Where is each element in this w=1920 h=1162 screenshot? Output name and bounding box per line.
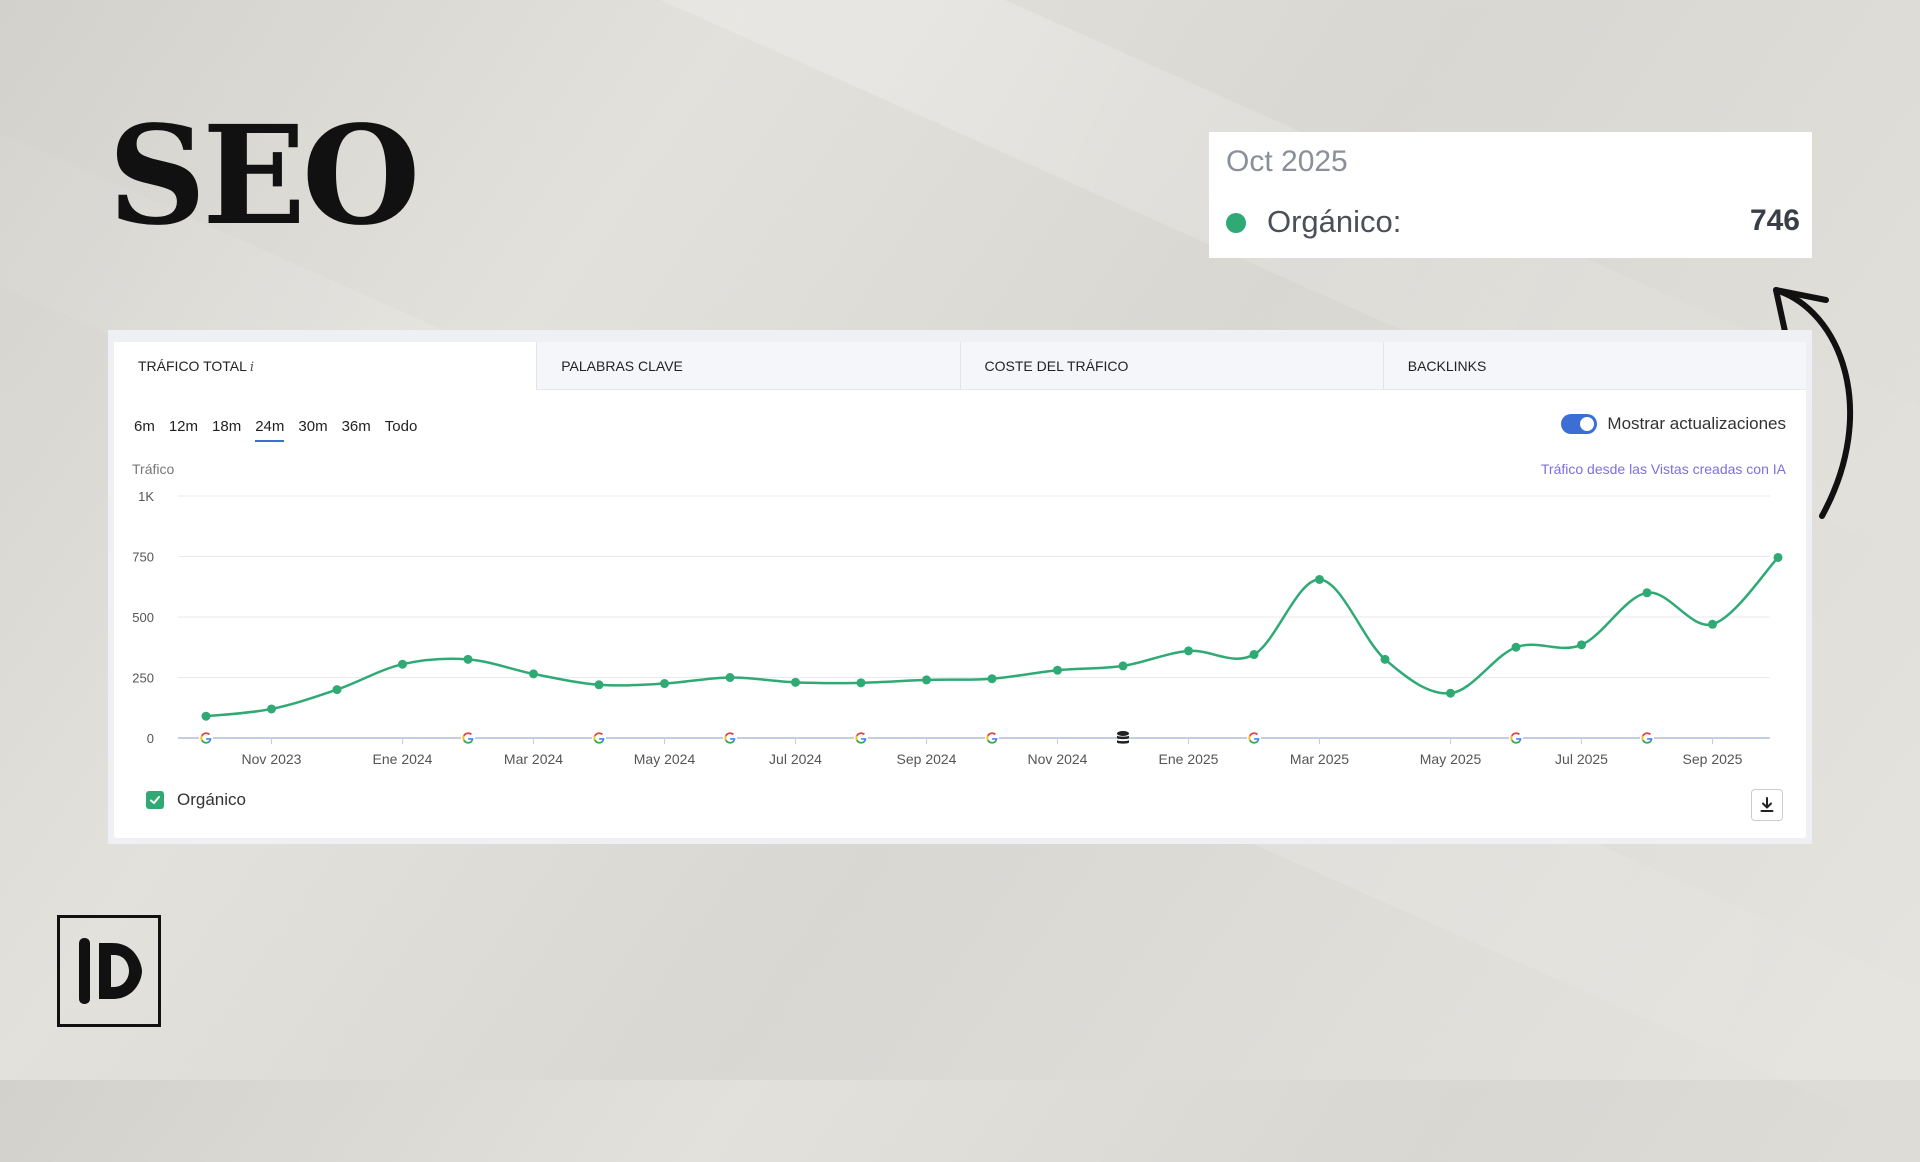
google-icon[interactable] <box>854 731 868 745</box>
toggle-knob <box>1580 417 1595 431</box>
data-point <box>1053 665 1062 675</box>
data-tooltip: Oct 2025 Orgánico: 746 <box>1209 132 1812 258</box>
x-tick-label: May 2024 <box>634 751 696 767</box>
data-point <box>1773 552 1783 562</box>
data-point <box>201 711 211 721</box>
curved-arrow-icon <box>1773 287 1854 519</box>
y-tick-label: 750 <box>132 550 154 565</box>
google-icon[interactable] <box>1640 731 1654 745</box>
data-point <box>1118 661 1128 671</box>
y-tick-label: 250 <box>132 671 154 686</box>
data-point <box>856 678 866 688</box>
x-tick-label: Ene 2025 <box>1159 751 1219 767</box>
period-24m[interactable]: 24m <box>255 418 285 442</box>
data-point <box>267 704 276 714</box>
tab-label: TRÁFICO TOTAL <box>138 358 247 374</box>
period-30m[interactable]: 30m <box>298 418 328 435</box>
period-6m[interactable]: 6m <box>134 418 155 435</box>
data-point <box>1446 688 1455 698</box>
tab-label: BACKLINKS <box>1407 358 1487 374</box>
tab-palabras-clave[interactable]: PALABRAS CLAVE <box>536 342 960 390</box>
y-tick-label: 0 <box>147 731 154 746</box>
download-icon <box>1760 797 1774 812</box>
brand-logo <box>57 915 161 1027</box>
x-tick-label: Sep 2024 <box>897 751 957 767</box>
data-point <box>1642 588 1652 598</box>
x-tick-label: Jul 2024 <box>769 751 822 767</box>
data-point <box>1249 650 1259 660</box>
tab-label: COSTE DEL TRÁFICO <box>984 358 1129 374</box>
traffic-card: TRÁFICO TOTAL i PALABRAS CLAVE COSTE DEL … <box>114 342 1806 838</box>
legend-label: Orgánico <box>177 790 246 809</box>
tooltip-value: 746 <box>1749 204 1800 237</box>
tooltip-series-label: Orgánico: <box>1267 204 1402 239</box>
period-36m[interactable]: 36m <box>341 418 371 435</box>
data-point <box>398 659 407 669</box>
database-icon[interactable] <box>1117 731 1129 744</box>
period-todo[interactable]: Todo <box>384 418 418 435</box>
period-12m[interactable]: 12m <box>168 418 199 435</box>
data-point <box>1315 574 1324 584</box>
google-icon[interactable] <box>461 731 475 745</box>
y-tick-label: 500 <box>132 610 154 625</box>
data-point <box>1577 640 1586 650</box>
series-dot-icon <box>1226 213 1246 233</box>
google-icon[interactable] <box>985 731 999 745</box>
data-point <box>332 685 342 695</box>
google-icon[interactable] <box>723 731 737 745</box>
data-point <box>1708 619 1717 629</box>
x-tick-label: Mar 2025 <box>1290 751 1349 767</box>
updates-toggle[interactable]: Mostrar actualizaciones <box>1561 414 1786 434</box>
checkbox-icon[interactable] <box>146 791 164 809</box>
x-tick-label: Nov 2024 <box>1028 751 1088 767</box>
tooltip-date: Oct 2025 <box>1226 145 1348 178</box>
x-tick-label: Mar 2024 <box>504 751 563 767</box>
x-tick-label: May 2025 <box>1420 751 1482 767</box>
tab-coste-del-trafico[interactable]: COSTE DEL TRÁFICO <box>959 342 1383 390</box>
data-point <box>791 677 800 687</box>
legend-organico[interactable]: Orgánico <box>146 790 246 810</box>
traffic-chart: 0 250 500 750 1K Nov 2023 Ene 2024 Mar 2024 May … <box>132 489 1783 767</box>
data-point <box>594 680 604 690</box>
toggle-switch[interactable] <box>1561 414 1598 434</box>
series-line-organico <box>205 556 1779 718</box>
toggle-label: Mostrar actualizaciones <box>1607 414 1786 433</box>
data-point <box>987 674 997 684</box>
data-point <box>922 675 931 685</box>
data-point <box>463 654 473 664</box>
slide-title: SEO <box>108 96 420 256</box>
data-point <box>1511 642 1521 652</box>
tab-backlinks[interactable]: BACKLINKS <box>1382 342 1806 390</box>
info-icon[interactable]: i <box>249 360 255 375</box>
google-icon[interactable] <box>592 731 606 745</box>
period-selector: 6m 12m 18m 24m 30m 36m Todo <box>134 418 431 442</box>
y-tick-label: 1K <box>138 489 154 504</box>
data-point <box>1184 646 1193 656</box>
download-button[interactable] <box>1751 789 1783 821</box>
data-point <box>529 669 538 679</box>
google-icon[interactable] <box>1509 731 1523 745</box>
y-axis-title: Tráfico <box>132 461 175 477</box>
x-tick-label: Jul 2025 <box>1555 751 1608 767</box>
period-18m[interactable]: 18m <box>212 418 242 435</box>
google-icon[interactable] <box>199 731 213 745</box>
tab-trafico-total[interactable]: TRÁFICO TOTAL i <box>114 342 537 390</box>
tab-bar: TRÁFICO TOTAL i PALABRAS CLAVE COSTE DEL … <box>114 342 1806 390</box>
google-icon[interactable] <box>1247 731 1261 745</box>
traffic-panel: TRÁFICO TOTAL i PALABRAS CLAVE COSTE DEL … <box>108 330 1812 844</box>
tab-label: PALABRAS CLAVE <box>561 358 683 374</box>
x-tick-label: Ene 2024 <box>373 751 433 767</box>
x-tick-label: Sep 2025 <box>1683 751 1743 767</box>
ai-views-link[interactable]: Tráfico desde las Vistas creadas con IA <box>1540 461 1786 477</box>
data-point <box>1380 654 1390 664</box>
data-point <box>660 679 669 689</box>
x-tick-label: Nov 2023 <box>242 751 302 767</box>
data-point <box>725 673 735 682</box>
